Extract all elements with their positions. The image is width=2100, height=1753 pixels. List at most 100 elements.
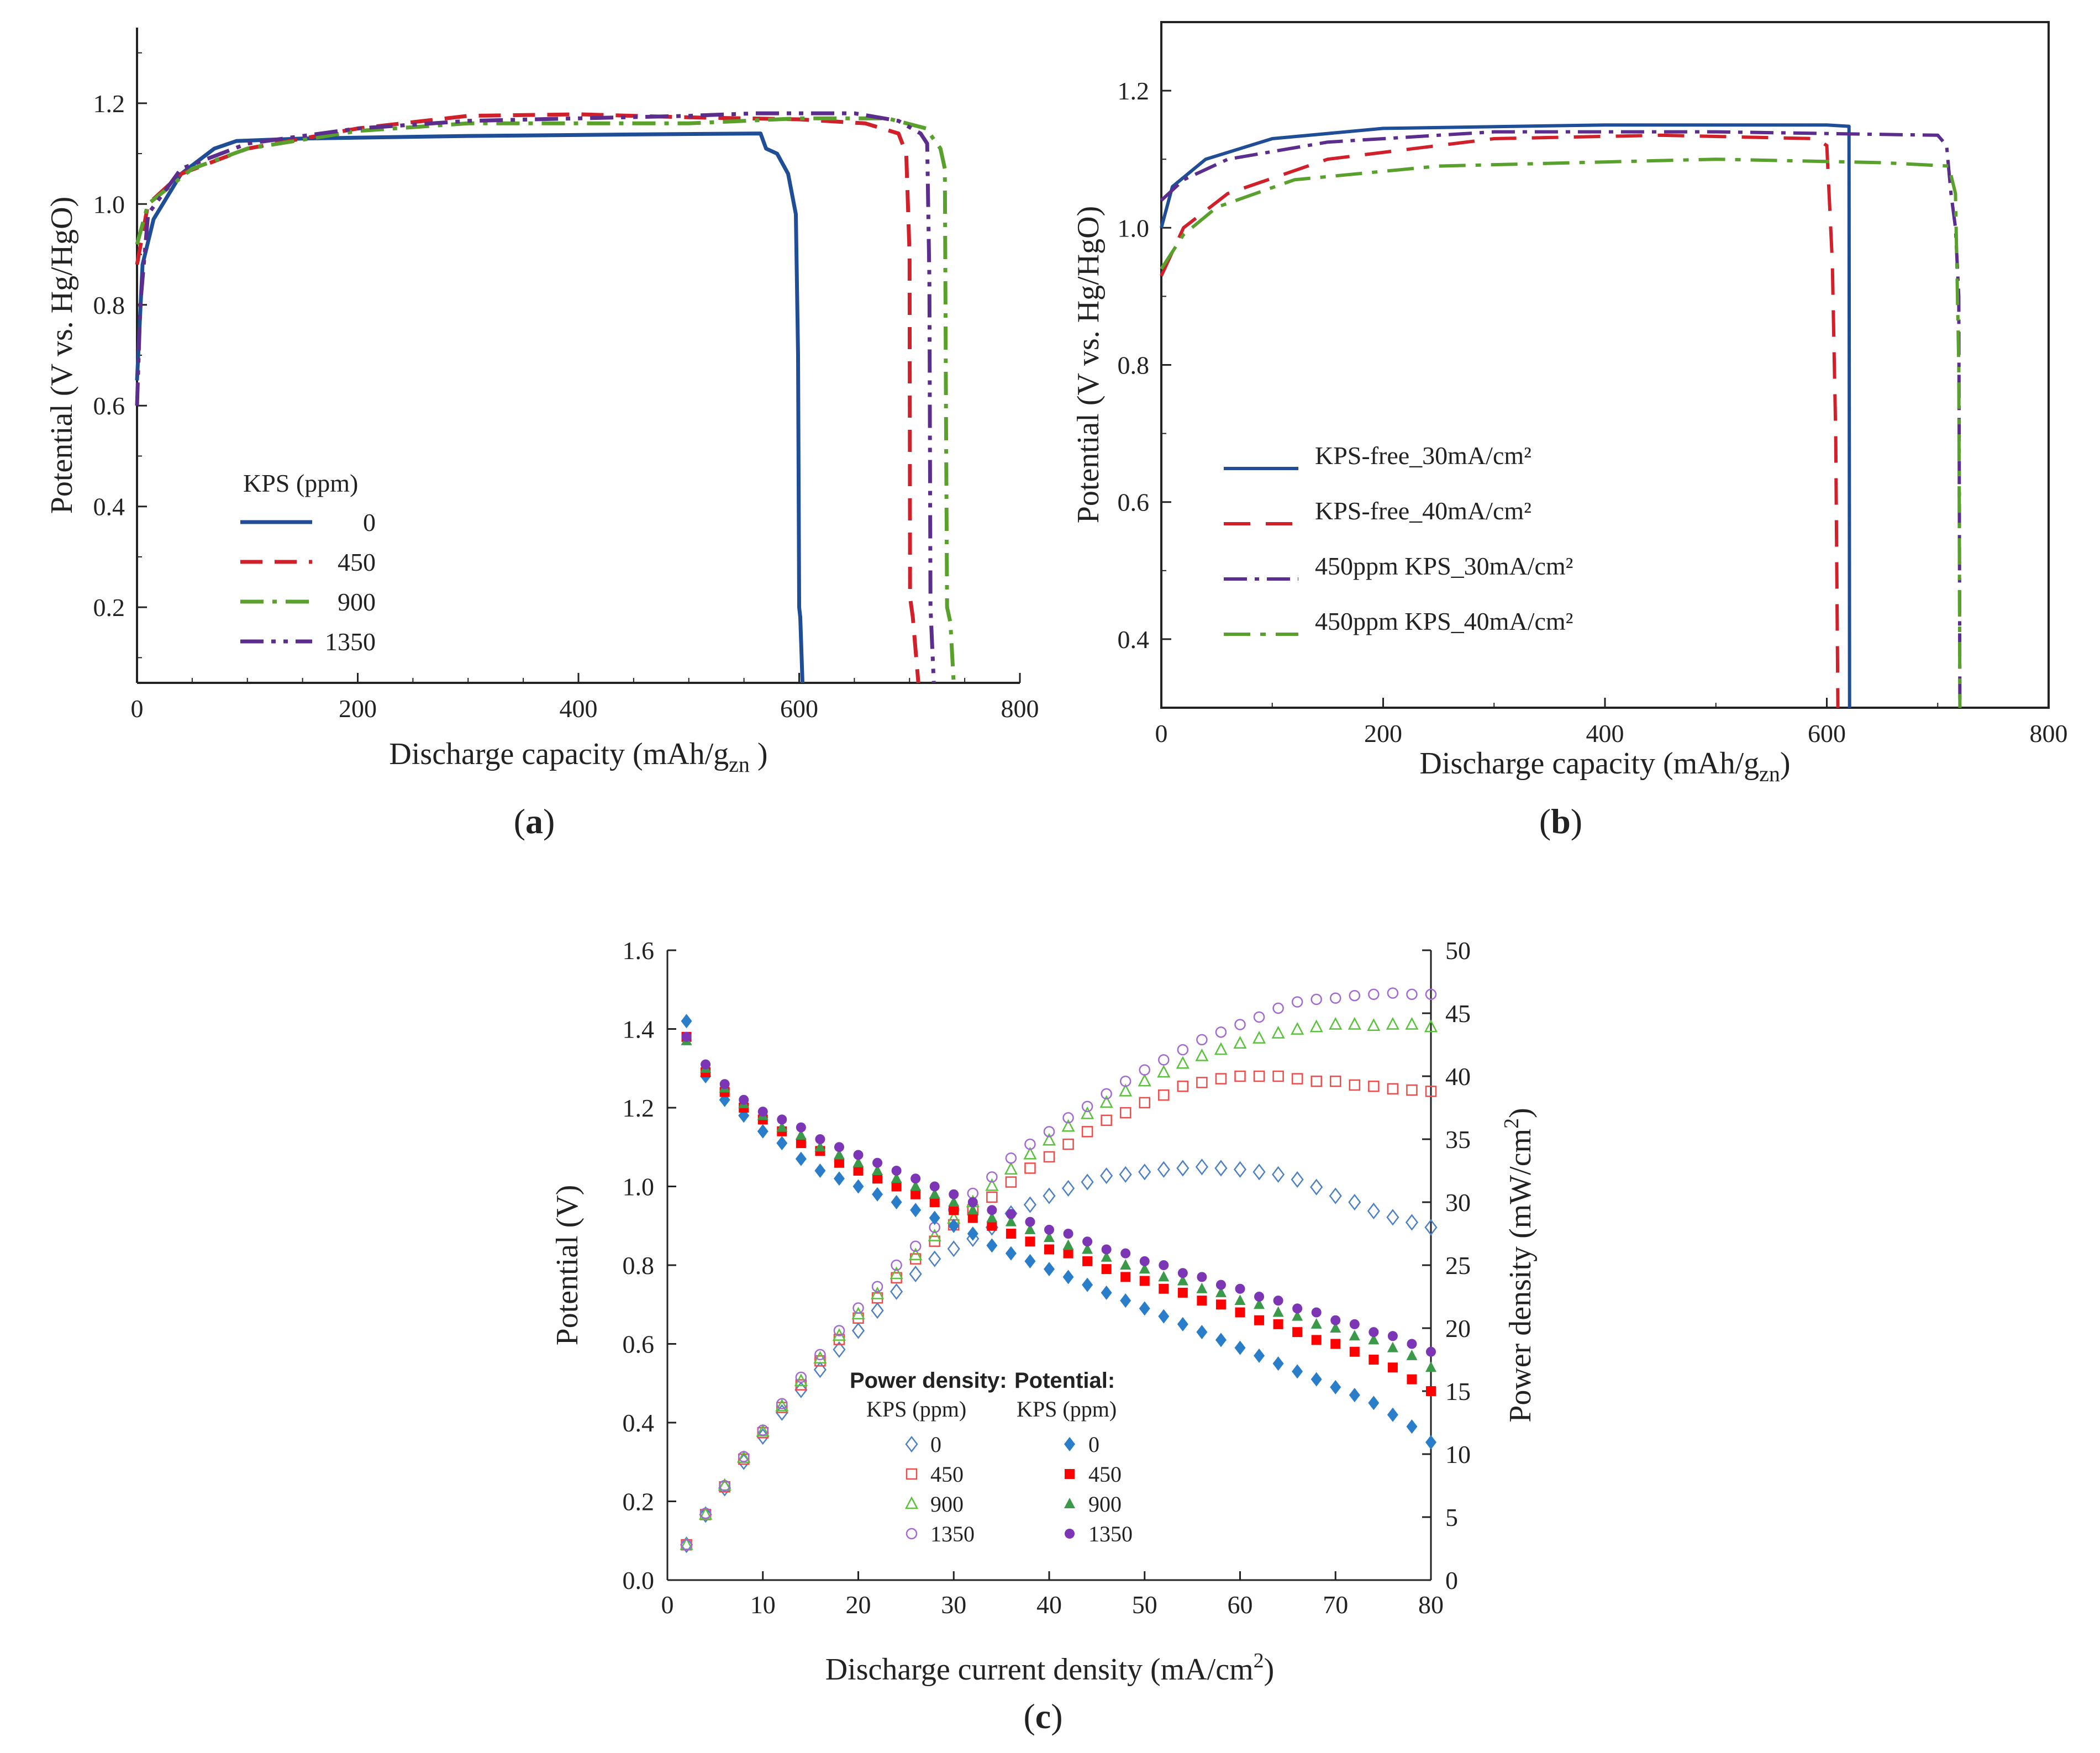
panel-c-potential-point [891,1166,902,1176]
panel-c-potential-point [1177,1317,1188,1331]
panel-c-power-point [1214,1042,1228,1055]
panel-c-potential-point [1197,1296,1207,1306]
panel-c-potential-point [1062,1270,1074,1285]
panel-c-legend-power-title: Power density: [850,1368,1007,1393]
panel-c-potential-point [1406,1419,1418,1434]
panel-c-potential-point [987,1220,997,1231]
panel-c-power-point [1310,1075,1322,1087]
panel-c-power-point [1234,1070,1246,1082]
panel-c-power-point [1349,989,1361,1002]
panel-c-potential-point [1006,1209,1016,1219]
panel-a-legend-label: 450 [338,548,376,576]
panel-c-power-point [681,1539,692,1551]
panel-a-x-tick-label: 600 [780,694,818,723]
panel-c-potential-point [1024,1223,1036,1234]
panel-c-power-point [1405,1017,1419,1030]
panel-c-power-point [1024,1162,1036,1174]
panel-c-power-point [851,1307,865,1320]
panel-c-potential-point [1272,1306,1284,1317]
panel-c-power-point [1195,1048,1209,1061]
panel-c-y2-axis-label: Power density (mW/cm2) [1500,1108,1538,1423]
panel-c-x-tick-label: 60 [1228,1591,1253,1619]
panel-c-power-point [1387,987,1399,999]
panel-c-potential-point [814,1141,826,1152]
panel-a-x-axis-label: Discharge capacity (mAh/gzn ) [389,737,767,777]
panel-c-power-point [1081,1173,1094,1191]
panel-c-potential-point [1120,1259,1131,1270]
panel-c-x-tick-label: 10 [750,1591,776,1619]
panel-c-potential-point [814,1164,826,1178]
panel-c-potential-point [1387,1331,1398,1341]
panel-c-potential-point [1272,1356,1284,1371]
panel-c-potential-point [1005,1246,1017,1261]
panel-c-legend-potential-marker [1065,1469,1075,1479]
panel-a-chart: 0 200 400 600 800 0.2 0.4 0.6 0.8 1.0 1.2 Potential… [45,28,1039,777]
panel-c-potential-point [1292,1303,1303,1314]
panel-c-power-point [1310,1178,1323,1196]
panel-c-legend-potential-label: 900 [1088,1492,1122,1517]
panel-c-power-point [1252,1164,1266,1181]
panel-c-power-point [871,1281,883,1293]
panel-c-potential-point [1292,1310,1303,1321]
panel-b-x-axis-label: Discharge capacity (mAh/gzn) [1419,746,1790,786]
panel-c-power-point [1004,1162,1018,1175]
panel-c-power-point [1177,1080,1189,1092]
panel-c-power-point [757,1424,769,1436]
panel-c-power-point [1043,1126,1055,1138]
panel-c-power-point [1005,1152,1017,1164]
panel-c-power-point [1291,1073,1303,1085]
panel-c-potential-point [739,1094,749,1105]
panel-c-power-point [851,1322,865,1339]
panel-c-y2-tick-label: 30 [1445,1188,1471,1217]
panel-b-y-tick-label: 1.0 [1118,214,1150,242]
panel-c-potential-point [1349,1388,1360,1403]
panel-c-power-point [928,1250,941,1267]
panel-c-potential-point [815,1134,825,1144]
panel-c-potential-point [1426,1346,1436,1357]
panel-c-power-point [1406,988,1418,1001]
panel-c-power-point [776,1398,788,1410]
panel-c-potential-point [1310,1372,1322,1387]
panel-c-power-point [833,1325,845,1336]
panel-c-potential-point [1044,1231,1055,1243]
panel-b-x-tick-label: 200 [1364,719,1402,747]
panel-c-x-tick-label: 40 [1036,1591,1062,1619]
panel-a-y-tick-label: 0.6 [93,392,125,420]
panel-a-legend-title: KPS (ppm) [243,469,358,497]
panel-b-y-tick-label: 0.6 [1118,488,1150,517]
panel-b-y-tick-label: 1.2 [1118,77,1150,105]
panel-c-power-point [1368,1080,1380,1092]
panel-c-potential-point [853,1150,864,1160]
panel-c-power-point [1406,1084,1418,1096]
panel-c-potential-point [795,1129,807,1140]
panel-c-power-point [890,1283,903,1300]
panel-c-legend-potential-marker [1064,1498,1075,1508]
panel-c-potential-point [1120,1248,1131,1259]
panel-c-potential-point [1044,1244,1054,1255]
panel-c-y2-tick-label: 45 [1445,999,1471,1028]
panel-c-power-point [1100,1167,1113,1185]
panel-c-power-point [871,1302,884,1319]
panel-c-potential-point [1062,1239,1074,1250]
panel-c-potential-point [1254,1298,1265,1309]
panel-c-potential-point [833,1171,845,1186]
panel-c-power-point [966,1230,980,1247]
panel-c-x-tick-label: 80 [1418,1591,1444,1619]
panel-c-potential-point [1215,1333,1227,1347]
panel-c-potential-point [948,1218,960,1233]
panel-c-power-point [756,1424,770,1437]
panel-c-potential-point [1025,1236,1035,1247]
panel-c-potential-point [1101,1264,1112,1275]
panel-c-potential-point [1330,1339,1341,1349]
panel-c-power-point [890,1266,903,1280]
panel-c-potential-point [776,1121,788,1132]
panel-c-power-point [1005,1176,1017,1188]
panel-c-power-point [794,1381,808,1398]
panel-c-potential-point [1120,1272,1131,1282]
panel-c-power-point [1158,1054,1170,1066]
panel-c-potential-point [1139,1276,1150,1286]
panel-c-label: (c) [1023,1697,1062,1736]
panel-c-y2-tick-label: 0 [1445,1566,1458,1594]
panel-c-potential-point [987,1205,997,1215]
